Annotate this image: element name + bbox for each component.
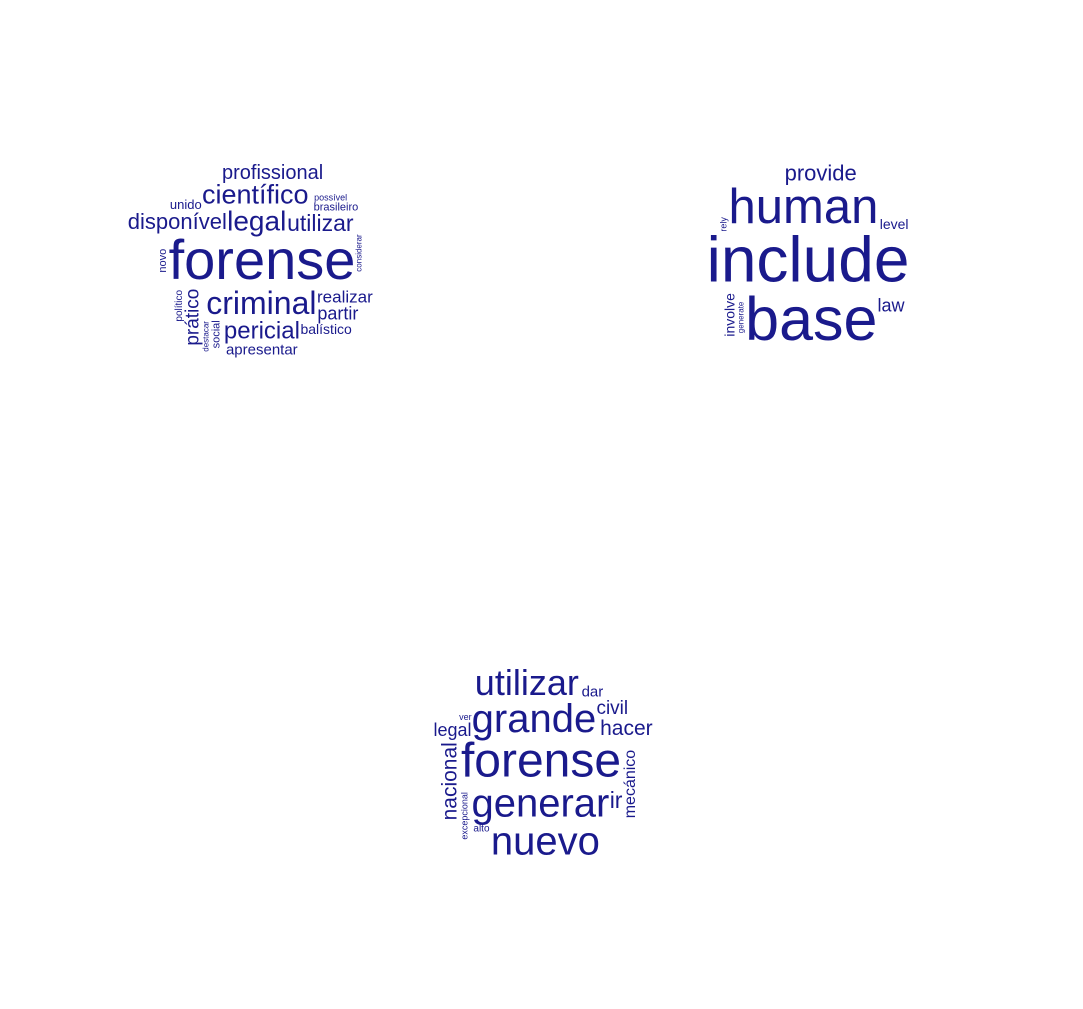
cloud-word: destacar	[202, 321, 211, 352]
cloud-word: prático	[182, 289, 203, 346]
cloud-word: alto	[473, 824, 490, 835]
cloud-word: criminal	[206, 285, 316, 321]
cloud-word: balístico	[300, 321, 352, 337]
cloud-word: realizar	[317, 287, 373, 306]
cloud-word: novo	[157, 249, 169, 273]
cloud-word: mecánico	[622, 750, 639, 819]
cloud-word: social	[211, 320, 223, 348]
cloud-word: provide	[785, 161, 857, 186]
cloud-word: ver	[459, 712, 472, 722]
cloud-word: considerar	[354, 234, 363, 272]
cloud-word: forense	[461, 735, 621, 788]
cloud-word: científico	[202, 180, 309, 210]
cloud-word: base	[745, 285, 877, 353]
cloud-word: excepcional	[460, 792, 470, 840]
cloud-word: human	[729, 180, 879, 234]
cloud-word: nacional	[439, 742, 462, 820]
cloud-word: grande	[472, 697, 597, 741]
cloud-word: utilizar	[475, 662, 579, 703]
cloud-word: legal	[434, 720, 472, 740]
cloud-word: forense	[169, 228, 356, 291]
cloud-word: utilizar	[287, 210, 354, 236]
cloud-word: involve	[721, 293, 737, 337]
cloud-word: apresentar	[226, 342, 298, 359]
cloud-word: nuevo	[491, 820, 600, 864]
cloud-word: generar	[471, 781, 609, 825]
cloud-word: legal	[227, 205, 286, 236]
cloud-word: ir	[610, 787, 623, 813]
cloud-word: dar	[582, 684, 604, 701]
cloud-word: disponível	[128, 209, 227, 234]
cloud-word: rely	[718, 217, 728, 232]
cloud-word: generate	[736, 301, 745, 333]
cloud-word: unido	[170, 197, 202, 212]
cloud-word: pericial	[224, 318, 300, 345]
cloud-word: civil	[596, 698, 628, 719]
cloud-word: brasileiro	[314, 202, 359, 214]
cloud-word: include	[707, 223, 910, 295]
cloud-word: hacer	[600, 717, 653, 740]
cloud-word: político	[174, 289, 185, 321]
cloud-word: profissional	[222, 162, 323, 184]
cloud-word: partir	[317, 304, 358, 324]
cloud-word: level	[880, 216, 909, 232]
cloud-word: law	[877, 296, 905, 316]
cloud-word: possível	[314, 192, 347, 202]
